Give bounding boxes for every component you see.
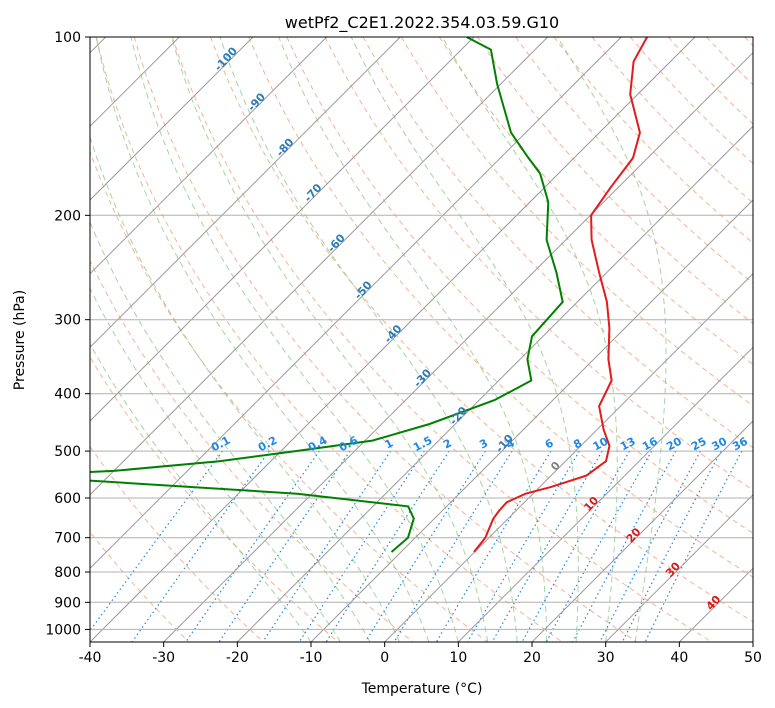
y-tick-label: 1000 — [45, 622, 81, 638]
isotherm-line — [90, 37, 254, 201]
mixing-ratio-line — [466, 450, 580, 642]
y-tick-label: 300 — [54, 313, 81, 329]
mixing-ratio-line — [90, 450, 223, 632]
moist-adiabat-line — [219, 37, 518, 642]
y-tick-label: 600 — [54, 491, 81, 507]
y-tick-label: 500 — [54, 444, 81, 460]
dry-adiabat-line — [90, 445, 264, 642]
mixing-ratio-label: 20 — [664, 435, 684, 454]
dry-adiabat-line — [362, 37, 753, 449]
moist-adiabat-line — [90, 135, 400, 642]
series-layer — [90, 37, 648, 553]
moist-adiabat-line — [90, 220, 371, 642]
x-tick-label: -20 — [226, 650, 249, 666]
x-tick-label: 0 — [380, 650, 389, 666]
x-tick-label: 20 — [523, 650, 541, 666]
y-tick-label: 100 — [54, 30, 81, 46]
x-tick-label: -10 — [300, 650, 323, 666]
mixing-ratio-line — [325, 450, 450, 642]
dry-adiabat-line — [324, 37, 753, 491]
y-tick-label: 700 — [54, 531, 81, 547]
isotherm-line — [90, 37, 475, 422]
y-tick-label: 200 — [54, 208, 81, 224]
mixing-ratio-line — [521, 450, 631, 642]
y-tick-label: 900 — [54, 595, 81, 611]
dry-adiabat-line — [95, 37, 563, 642]
plot-frame — [89, 36, 754, 643]
isotherm-line — [457, 346, 753, 642]
mixing-ratio-line — [218, 450, 351, 642]
temperature-profile-line — [473, 37, 648, 553]
dewpoint-profile-line — [90, 37, 564, 553]
moist-adiabat-line — [441, 37, 618, 642]
x-tick-label: 10 — [449, 650, 467, 666]
mixing-ratio-label: 16 — [640, 435, 660, 454]
isotherm-line — [90, 37, 549, 496]
y-tick-label: 800 — [54, 565, 81, 581]
axis-layer: -40 -30 -20 -10 0 10 20 30 40 50 100 200 300 400 500 60… — [45, 30, 762, 666]
x-tick-label: 40 — [670, 650, 688, 666]
isotherm-line — [236, 125, 753, 642]
mixing-ratio-label: 25 — [689, 435, 709, 454]
moist-adiabat-line — [350, 37, 579, 642]
moist-adiabat-line — [130, 37, 459, 642]
moist-adiabat-line — [95, 37, 430, 642]
y-tick-label: 400 — [54, 387, 81, 403]
x-tick-label: 30 — [597, 650, 615, 666]
mixing-ratio-line — [599, 450, 702, 642]
mixing-ratio-label: 10 — [591, 435, 611, 454]
isotherm-line — [310, 199, 753, 642]
dry-adiabat-line — [90, 150, 488, 642]
moist-adiabat-line — [556, 37, 667, 642]
isotherm-line — [90, 37, 328, 275]
moist-adiabat-line — [90, 287, 341, 642]
isotherm-line — [90, 37, 401, 349]
dry-adiabat-line — [133, 37, 638, 642]
isotherm-line — [531, 420, 753, 642]
mixing-ratio-label: 30 — [710, 435, 730, 454]
x-axis-label: Temperature (°C) — [361, 681, 483, 697]
mixing-ratio-line — [298, 450, 425, 642]
x-tick-label: -30 — [152, 650, 175, 666]
isotherm-line — [605, 493, 753, 642]
y-axis-label: Pressure (hPa) — [12, 290, 28, 390]
chart-title: wetPf2_C2E1.2022.354.03.59.G10 — [285, 13, 559, 33]
mixing-ratio-line — [572, 450, 677, 642]
isotherm-line — [384, 272, 753, 642]
isotherm-line — [90, 37, 696, 642]
mixing-ratio-line — [262, 450, 392, 642]
dry-adiabat-line — [248, 37, 753, 578]
isotherm-line — [90, 37, 622, 570]
isotherm-line — [163, 51, 753, 642]
mixing-ratio-line — [545, 450, 653, 642]
x-tick-label: 50 — [744, 650, 762, 666]
mixing-ratio-label: 13 — [618, 435, 638, 454]
mixing-ratio-label: 36 — [730, 435, 750, 454]
mixing-ratio-line — [621, 450, 722, 642]
dry-adiabat-line — [171, 37, 712, 642]
grid-layer — [90, 37, 753, 642]
x-tick-label: -40 — [79, 650, 102, 666]
moist-adiabat-line — [171, 37, 489, 642]
